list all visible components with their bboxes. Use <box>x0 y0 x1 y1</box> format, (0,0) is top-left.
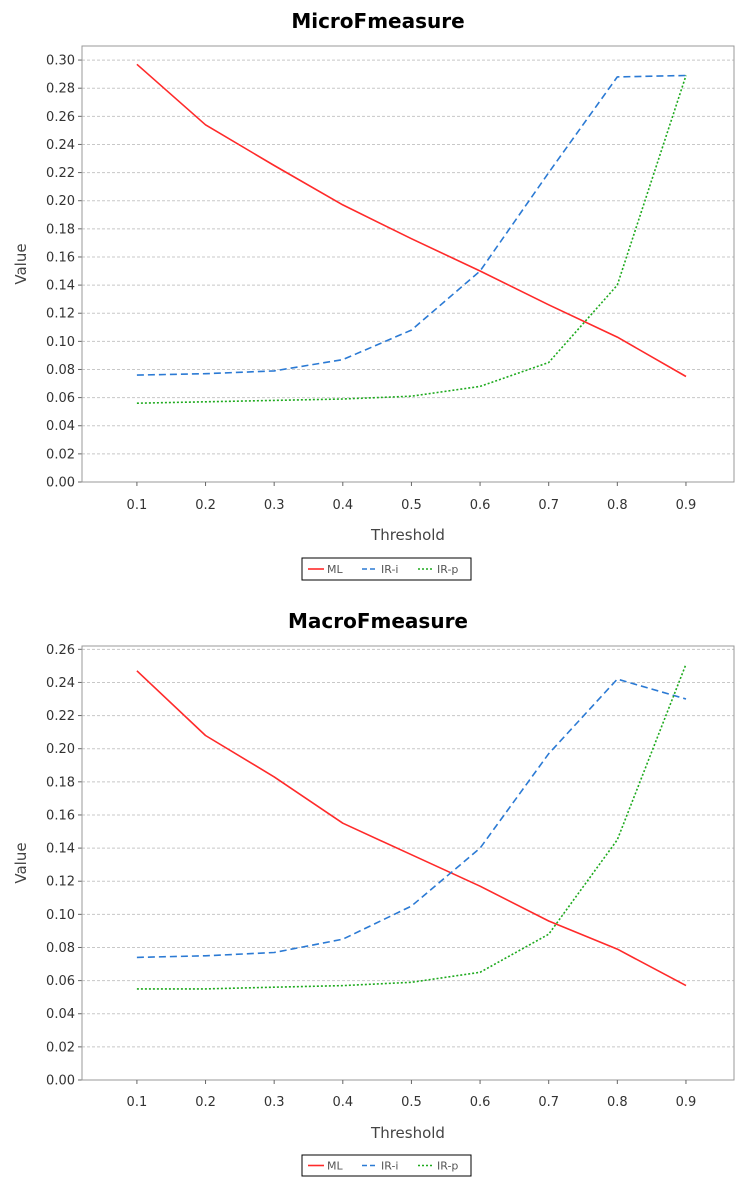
chart-title: MacroFmeasure <box>288 609 468 633</box>
legend-label-ir-i: IR-i <box>381 1160 398 1173</box>
legend-label-ml: ML <box>327 1160 343 1173</box>
y-tick-label: 0.24 <box>46 138 75 153</box>
series-line-ir-i <box>136 678 687 959</box>
y-tick-label: 0.26 <box>46 643 75 658</box>
y-tick-label: 0.08 <box>46 363 75 378</box>
x-tick-label: 0.9 <box>676 498 697 513</box>
legend-label-ir-p: IR-p <box>437 1160 458 1173</box>
legend-box <box>301 557 472 581</box>
series-line-ir-p <box>136 75 687 404</box>
y-axis-label: Value <box>12 243 30 284</box>
y-tick-label: 0.18 <box>46 775 75 790</box>
y-tick-label: 0.04 <box>46 1007 75 1022</box>
y-tick-label: 0.14 <box>46 279 75 294</box>
x-tick-label: 0.1 <box>127 498 148 513</box>
x-tick-label: 0.6 <box>470 1095 491 1110</box>
y-tick-label: 0.12 <box>46 307 75 322</box>
legend-label-ir-p: IR-p <box>437 563 458 576</box>
y-tick-label: 0.06 <box>46 391 75 406</box>
x-tick-label: 0.5 <box>401 1095 422 1110</box>
legend: ML IR-i IR-p <box>301 1154 472 1177</box>
legend-label-ir-i: IR-i <box>381 563 398 576</box>
x-tick-label: 0.8 <box>607 1095 628 1110</box>
y-tick-label: 0.20 <box>46 194 75 209</box>
y-tick-label: 0.00 <box>46 1074 75 1089</box>
y-tick-label: 0.28 <box>46 82 75 97</box>
legend: ML IR-i IR-p <box>301 557 472 581</box>
y-tick-label: 0.08 <box>46 941 75 956</box>
y-tick-label: 0.10 <box>46 335 75 350</box>
chart-title: MicroFmeasure <box>291 9 464 33</box>
y-tick-label: 0.00 <box>46 476 75 491</box>
x-tick-label: 0.2 <box>195 1095 216 1110</box>
series-line-ml <box>136 670 687 987</box>
y-tick-label: 0.20 <box>46 742 75 757</box>
y-tick-label: 0.24 <box>46 676 75 691</box>
macro-fmeasure-svg: MacroFmeasure 0.00 0.02 0.04 0.06 0.08 0.10 0.1… <box>12 609 735 1177</box>
series-line-ir-p <box>136 663 687 990</box>
y-tick-label: 0.10 <box>46 908 75 923</box>
plot-border <box>81 45 735 483</box>
x-tick-label: 0.4 <box>332 1095 353 1110</box>
micro-fmeasure-chart: MicroFmeasure 0.00 0.02 0.04 0.06 0.08 0.10 0.1… <box>12 9 735 581</box>
x-axis-label: Threshold <box>370 1124 445 1142</box>
y-tick-label: 0.04 <box>46 419 75 434</box>
x-tick-label: 0.7 <box>538 498 559 513</box>
x-tick-label: 0.7 <box>538 1095 559 1110</box>
x-tick-label: 0.4 <box>332 498 353 513</box>
x-tick-label: 0.3 <box>264 1095 285 1110</box>
y-tick-label: 0.12 <box>46 875 75 890</box>
legend-box <box>301 1154 472 1177</box>
y-tick-label: 0.02 <box>46 1040 75 1055</box>
x-tick-label: 0.1 <box>127 1095 148 1110</box>
y-tick-label: 0.22 <box>46 166 75 181</box>
y-tick-label: 0.26 <box>46 110 75 125</box>
y-tick-label: 0.18 <box>46 222 75 237</box>
plot-area <box>82 46 734 482</box>
y-tick-label: 0.30 <box>46 54 75 69</box>
plot-border <box>81 645 735 1081</box>
y-tick-label: 0.06 <box>46 974 75 989</box>
y-tick-label: 0.22 <box>46 709 75 724</box>
series-line-ir-i <box>136 74 687 376</box>
x-tick-label: 0.8 <box>607 498 628 513</box>
x-tick-label: 0.5 <box>401 498 422 513</box>
x-tick-label: 0.3 <box>264 498 285 513</box>
y-tick-label: 0.14 <box>46 842 75 857</box>
micro-fmeasure-svg: MicroFmeasure 0.00 0.02 0.04 0.06 0.08 0.10 0.1… <box>12 9 735 581</box>
x-tick-label: 0.9 <box>676 1095 697 1110</box>
legend-label-ml: ML <box>327 563 343 576</box>
y-tick-label: 0.02 <box>46 447 75 462</box>
x-axis-label: Threshold <box>370 526 445 544</box>
series-line-ml <box>136 63 687 378</box>
macro-fmeasure-chart: MacroFmeasure 0.00 0.02 0.04 0.06 0.08 0.10 0.1… <box>0 600 744 1177</box>
x-tick-label: 0.6 <box>470 498 491 513</box>
x-tick-label: 0.2 <box>195 498 216 513</box>
y-tick-label: 0.16 <box>46 250 75 265</box>
y-tick-label: 0.16 <box>46 808 75 823</box>
y-axis-label: Value <box>12 842 30 883</box>
plot-area <box>82 646 734 1080</box>
